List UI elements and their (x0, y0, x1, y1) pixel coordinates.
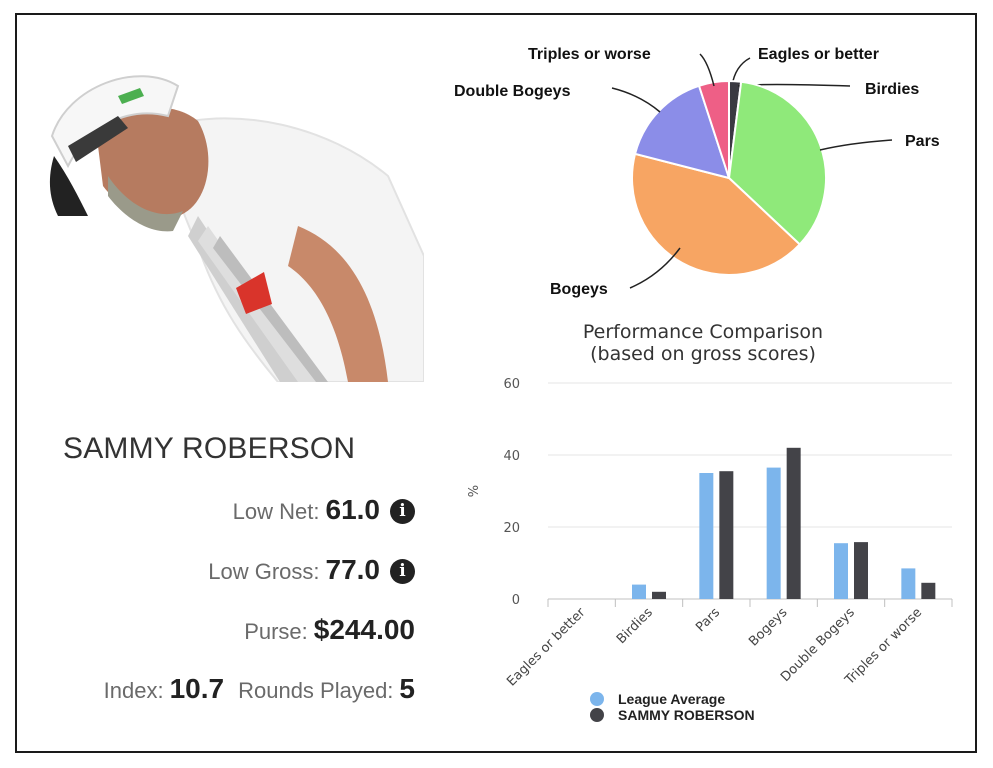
purse-row: Purse: $244.00 (244, 614, 415, 654)
legend-marker-player (590, 708, 604, 722)
pie-leader-line (611, 87, 661, 113)
purse-value: $244.00 (313, 614, 415, 645)
bar-player-bogeys (786, 447, 801, 599)
bar-player-birdies (652, 591, 666, 599)
index-label: Index: (103, 678, 164, 703)
y-axis-label: % (467, 485, 482, 497)
low-net-label: Low Net: (232, 499, 320, 524)
bar-league-birdies (632, 584, 646, 599)
bar-player-pars (719, 471, 734, 599)
low-net-row: Low Net: 61.0 i (233, 494, 415, 534)
index-rounds-row: Index: 10.7 Rounds Played: 5 (104, 673, 415, 713)
info-circle-icon[interactable]: i (390, 499, 415, 524)
y-tick-label: 60 (503, 377, 520, 392)
pie-slice-triples-or-worse (697, 79, 730, 179)
pie-label-birdies: Birdies (865, 81, 919, 98)
x-tick-label-bogeys: Bogeys (746, 605, 790, 649)
low-gross-label: Low Gross: (208, 559, 320, 584)
golfer-illustration (49, 75, 424, 382)
pie-label-triples-or-worse: Triples or worse (528, 46, 651, 63)
bar-league-double-bogeys (834, 543, 848, 599)
pie-leader-line (699, 53, 715, 87)
index-value: 10.7 (169, 673, 225, 704)
low-gross-value: 77.0 (325, 554, 381, 585)
legend-label-player: SAMMY ROBERSON (618, 707, 755, 723)
bar-league-triples-or-worse (901, 568, 916, 599)
pie-slice-pars (727, 80, 827, 246)
golfer-photo (49, 75, 424, 382)
pie-label-bogeys: Bogeys (550, 281, 608, 298)
x-tick-label-eagles-or-better: Eagles or better (504, 605, 589, 690)
bar-player-triples-or-worse (921, 582, 936, 599)
low-net-value: 61.0 (325, 494, 381, 525)
y-tick-label: 40 (503, 449, 520, 464)
bar-chart-title: Performance Comparison (583, 321, 823, 343)
low-gross-row: Low Gross: 77.0 i (208, 554, 415, 594)
info-circle-icon[interactable]: i (390, 559, 415, 584)
bar-league-bogeys (766, 467, 781, 599)
pie-label-pars: Pars (905, 133, 940, 150)
legend-label-league: League Average (618, 691, 725, 707)
player-name: SAMMY ROBERSON (63, 432, 356, 465)
y-tick-label: 0 (512, 593, 520, 608)
pie-leader-line (629, 247, 681, 289)
y-tick-label: 20 (503, 521, 520, 536)
pie-leader-line (819, 139, 893, 151)
pie-label-double-bogeys: Double Bogeys (454, 83, 571, 100)
rounds-value: 5 (399, 673, 415, 704)
purse-label: Purse: (244, 619, 308, 644)
bar-chart-subtitle: (based on gross scores) (590, 343, 816, 365)
bar-league-pars (699, 473, 714, 599)
legend-marker-league (590, 692, 604, 706)
x-tick-label-pars: Pars (693, 605, 723, 635)
pie-slice-bogeys (631, 152, 802, 276)
pie-label-eagles-or-better: Eagles or better (758, 46, 879, 63)
bar-player-double-bogeys (854, 542, 868, 599)
x-tick-label-birdies: Birdies (614, 605, 656, 647)
rounds-label: Rounds Played: (238, 678, 394, 703)
